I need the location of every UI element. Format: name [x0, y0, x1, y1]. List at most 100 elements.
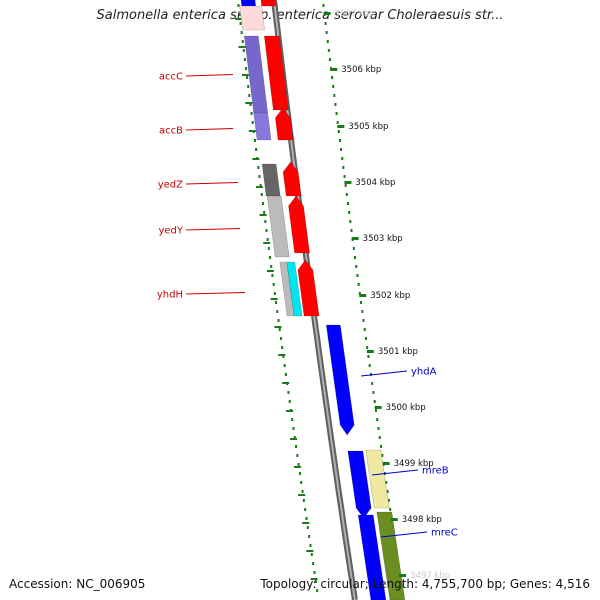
- guide-dot-right: [372, 391, 375, 394]
- guide-dot-right: [366, 346, 369, 349]
- minor-tick: [255, 186, 263, 188]
- minor-tick: [259, 214, 267, 216]
- guide-dot-right: [373, 400, 376, 403]
- guide-dot-left: [277, 319, 280, 322]
- guide-dot-left: [295, 445, 298, 448]
- minor-tick: [266, 270, 274, 272]
- guide-dot-left: [241, 40, 244, 43]
- guide-dot-left: [270, 265, 273, 268]
- gene-label-yhdA[interactable]: yhdA: [411, 367, 437, 378]
- guide-dot-left: [247, 85, 250, 88]
- gene-label-accC[interactable]: accC: [159, 72, 183, 83]
- guide-dot-left: [265, 229, 268, 232]
- minor-tick: [263, 242, 271, 244]
- feature-yedZ: [282, 161, 302, 197]
- guide-dot-right: [343, 175, 346, 178]
- guide-dot-right: [337, 130, 340, 133]
- guide-dot-right: [335, 112, 338, 115]
- guide-dot-left: [281, 346, 284, 349]
- minor-tick: [241, 74, 249, 76]
- guide-dot-right: [350, 229, 353, 232]
- guide-dot-left: [269, 256, 272, 259]
- gene-labels: accC accB yedZ yedY yhdH yhdA mreB mreC: [157, 72, 458, 539]
- guide-dot-right: [378, 436, 381, 439]
- major-tick: [344, 181, 352, 184]
- tick-label: 3501 kbp: [378, 347, 418, 357]
- major-tick: [330, 68, 338, 71]
- guide-dot-left: [293, 436, 296, 439]
- guide-dot-right: [355, 265, 358, 268]
- gene-label-line: [360, 370, 408, 377]
- feature-lightgray: [266, 195, 290, 258]
- guide-dot-left: [263, 211, 266, 214]
- feature-accC: [263, 35, 289, 111]
- guide-dot-right: [374, 409, 377, 412]
- guide-dot-right: [327, 49, 330, 52]
- guide-dot-right: [364, 337, 367, 340]
- guide-dot-right: [344, 184, 347, 187]
- guide-dot-right: [333, 94, 336, 97]
- feature-accB: [274, 107, 294, 141]
- guide-dot-left: [248, 94, 251, 97]
- guide-dot-right: [363, 328, 366, 331]
- major-tick: [359, 294, 367, 297]
- guide-dot-left: [282, 355, 285, 358]
- guide-dot-left: [291, 418, 294, 421]
- topology-summary: Topology: circular; Length: 4,755,700 bp…: [260, 577, 590, 591]
- major-tick: [399, 574, 407, 577]
- guide-dot-left: [310, 553, 313, 556]
- guide-dot-left: [306, 526, 309, 529]
- feature-yedY: [288, 195, 310, 254]
- gene-label-mreB[interactable]: mreB: [422, 466, 449, 477]
- minor-tick: [286, 410, 294, 412]
- guide-dot-right: [322, 4, 325, 7]
- guide-dot-right: [381, 454, 384, 457]
- guide-dot-left: [249, 103, 252, 106]
- guide-dot-right: [387, 499, 390, 502]
- guide-dot-left: [309, 544, 312, 547]
- gene-label-yhdH[interactable]: yhdH: [157, 290, 183, 301]
- guide-dot-left: [302, 499, 305, 502]
- guide-dot-left: [304, 508, 307, 511]
- guide-dot-right: [340, 148, 343, 151]
- gene-label-mreC[interactable]: mreC: [431, 528, 458, 539]
- minor-tick: [290, 438, 298, 440]
- tick-label: 3502 kbp: [370, 291, 410, 301]
- guide-dot-left: [300, 481, 303, 484]
- major-tick: [366, 350, 374, 353]
- gene-label-yedZ[interactable]: yedZ: [158, 180, 183, 191]
- guide-dot-left: [312, 562, 315, 565]
- minor-tick: [238, 46, 246, 48]
- guide-dot-left: [243, 58, 246, 61]
- tick-label: 3498 kbp: [402, 515, 442, 525]
- feature-olive: [376, 511, 406, 600]
- feature-reverse-top: [260, 0, 277, 7]
- tick-label: 3499 kbp: [394, 459, 434, 469]
- guide-dot-right: [376, 418, 379, 421]
- gene-label-line: [185, 292, 246, 295]
- feature-yhdA: [325, 324, 355, 436]
- tick-marks: 3507 kbp 3506 kbp 3505 kbp 3504 kbp 3503 kbp…: [323, 9, 450, 581]
- tick-label: 3506 kbp: [341, 65, 381, 75]
- minor-tick: [248, 130, 256, 132]
- major-tick: [323, 12, 331, 15]
- guide-dot-left: [305, 517, 308, 520]
- minor-tick: [235, 18, 243, 20]
- minor-tick: [306, 550, 314, 552]
- guide-dot-left: [251, 121, 254, 124]
- guide-dot-left: [257, 166, 260, 169]
- gene-label-yedY[interactable]: yedY: [158, 226, 183, 237]
- guide-dot-left: [264, 220, 267, 223]
- guide-dot-left: [242, 49, 245, 52]
- guide-dot-right: [349, 220, 352, 223]
- feature-khaki: [365, 449, 390, 509]
- guide-dot-left: [273, 292, 276, 295]
- guide-dot-left: [245, 67, 248, 70]
- guide-dot-left: [266, 238, 269, 241]
- feature-mreB: [347, 450, 372, 519]
- guide-dot-right: [345, 193, 348, 196]
- guide-dot-left: [259, 184, 262, 187]
- guide-dot-left: [278, 328, 281, 331]
- gene-label-accB[interactable]: accB: [159, 126, 183, 137]
